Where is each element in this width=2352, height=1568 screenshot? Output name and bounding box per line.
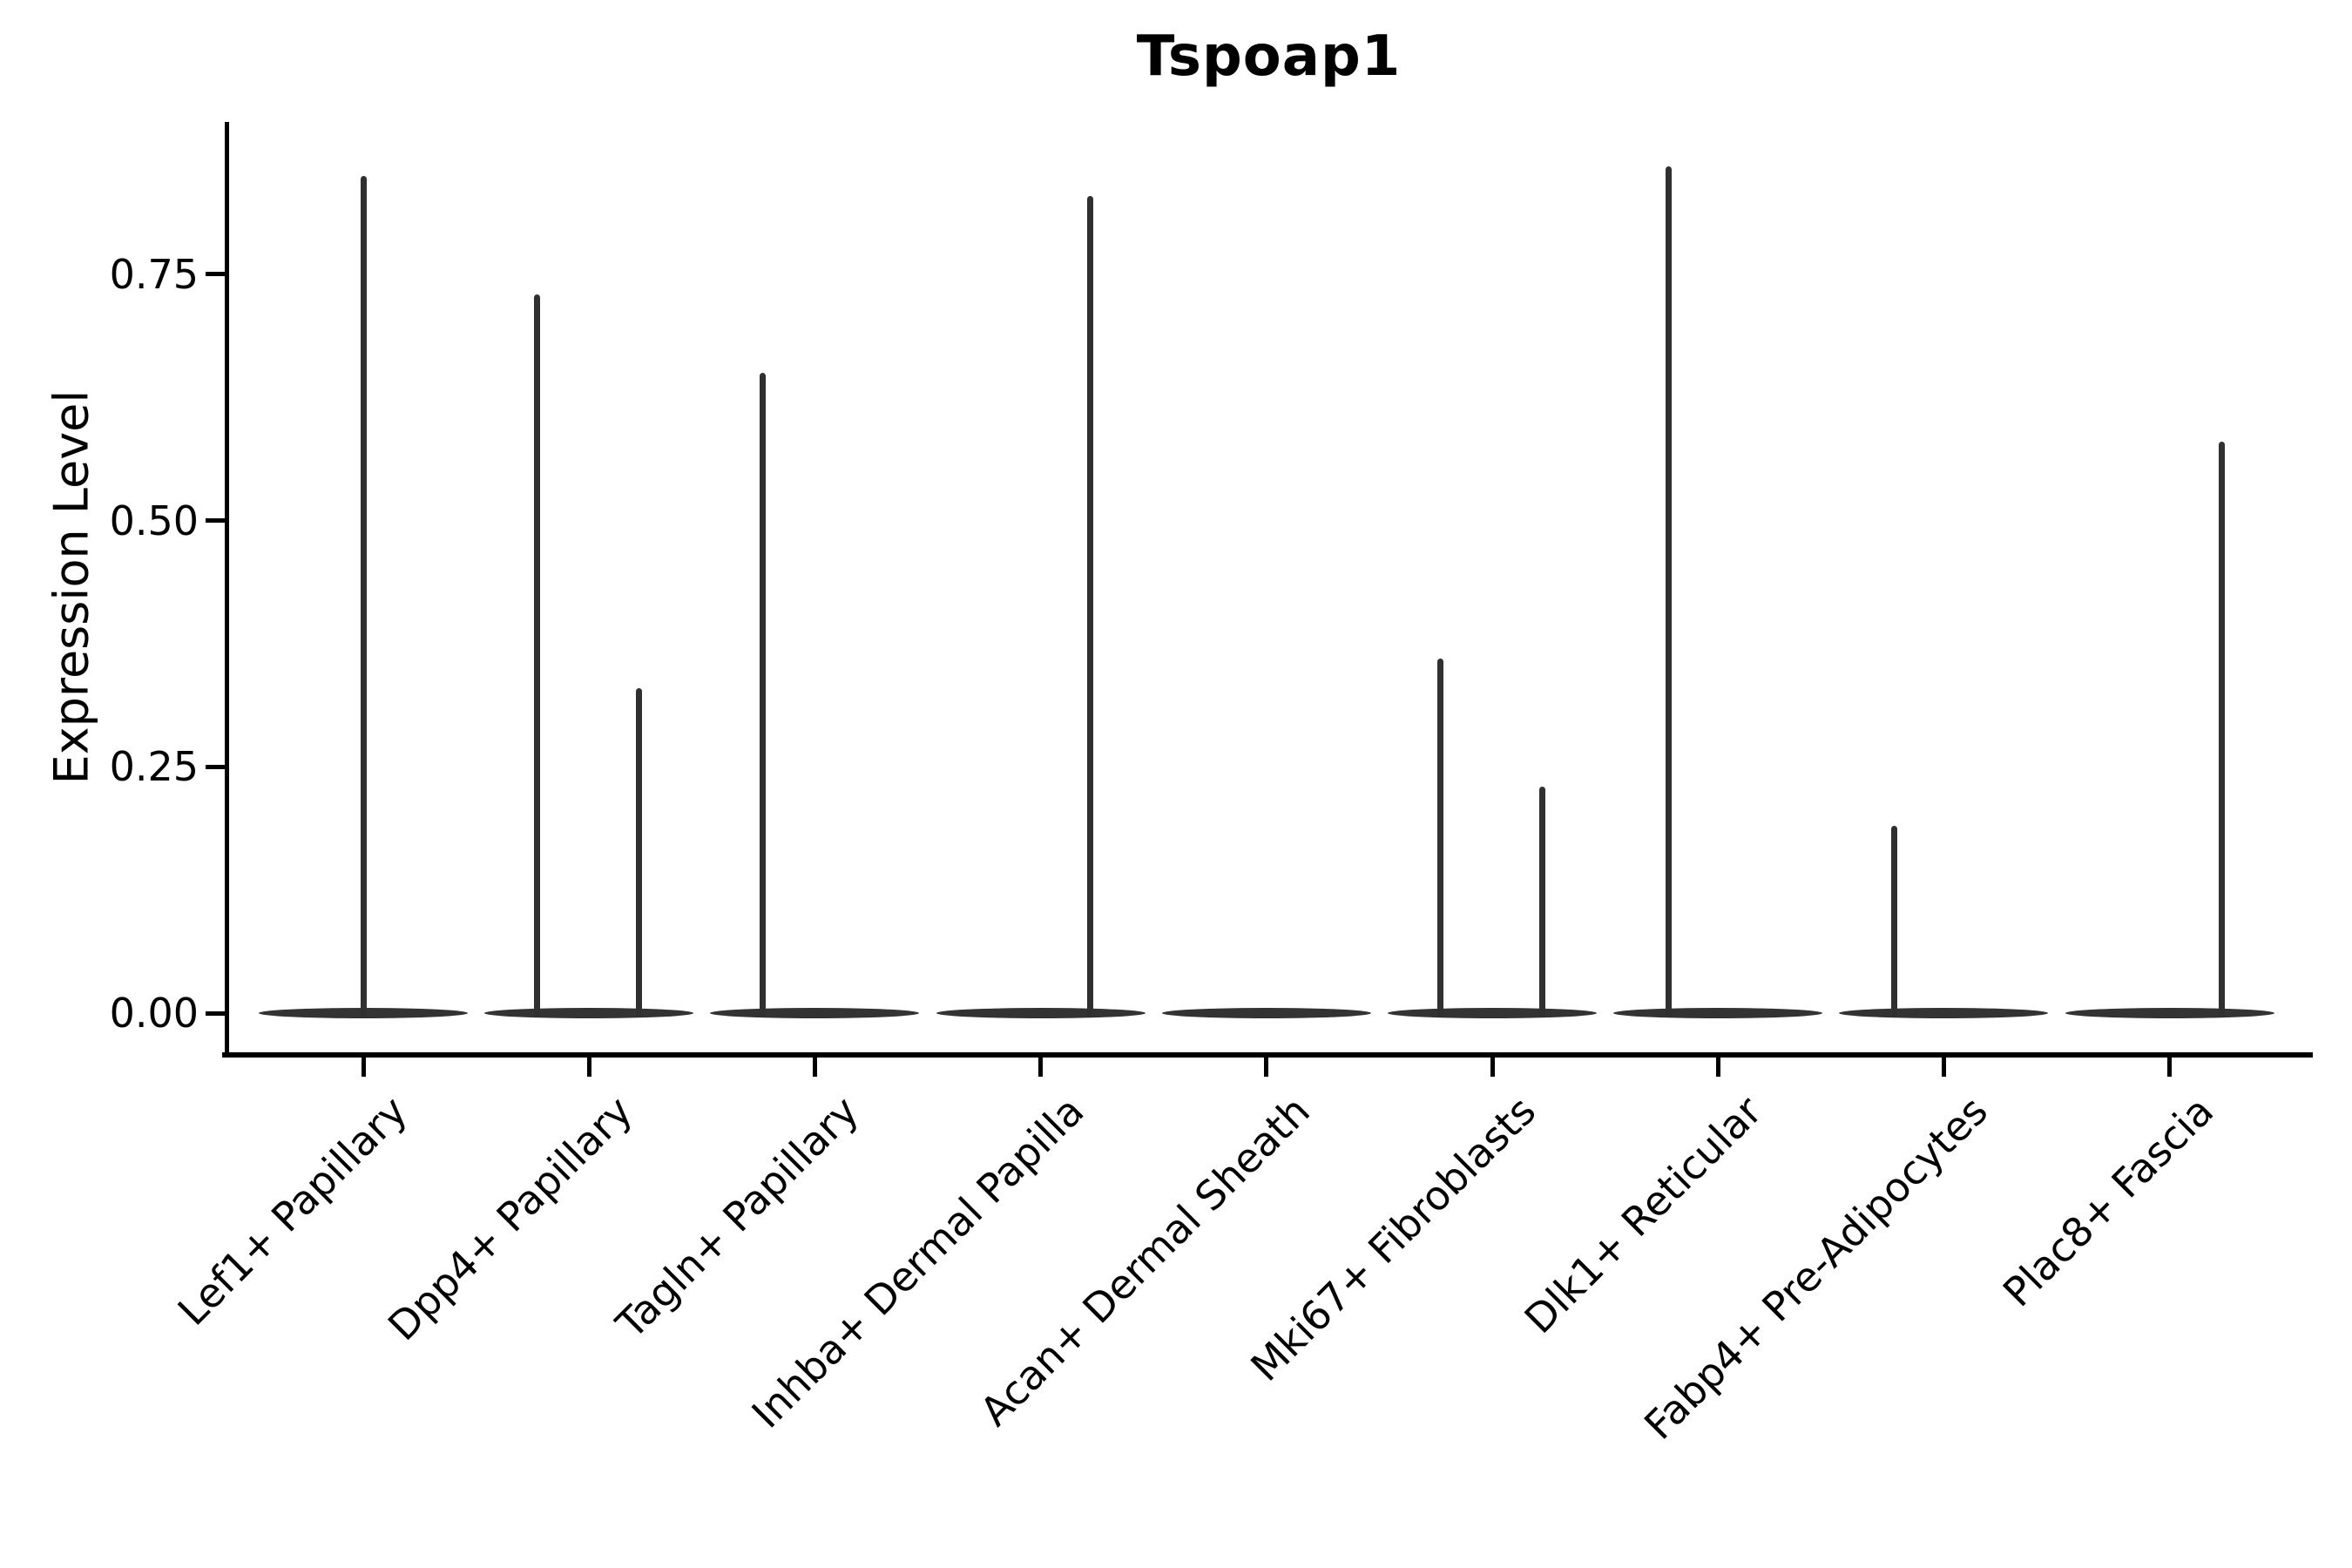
violin-spike [534, 294, 541, 1017]
y-tick [206, 764, 225, 769]
violin-body [936, 1008, 1146, 1018]
y-tick-label: 0.50 [109, 497, 199, 544]
chart-title: Tspoap1 [1136, 24, 1402, 89]
x-tick [812, 1058, 817, 1077]
violin-spike [760, 373, 767, 1017]
y-axis-line [225, 122, 229, 1058]
y-tick [206, 272, 225, 277]
violin-spike [360, 175, 367, 1017]
y-tick-label: 0.25 [109, 743, 199, 791]
violin-spike [1890, 826, 1897, 1017]
violin-body [1388, 1008, 1597, 1018]
violin-body [1839, 1008, 2049, 1018]
x-tick [2167, 1058, 2173, 1077]
violin-spike [1538, 786, 1545, 1017]
x-tick-label: Dlk1+ Reticular [1515, 1087, 1771, 1343]
y-tick [206, 1010, 225, 1016]
violin-spike [1436, 658, 1443, 1017]
x-tick [1490, 1058, 1495, 1077]
y-axis-label: Expression Level [44, 389, 99, 785]
violin-body [2065, 1008, 2274, 1018]
x-tick [1941, 1058, 1946, 1077]
violin-spike [635, 687, 642, 1017]
x-tick [361, 1058, 366, 1077]
x-tick-label: Plac8+ Fascia [1993, 1087, 2222, 1316]
x-tick-label: Lef1+ Papillary [168, 1087, 416, 1335]
violin-body [710, 1008, 920, 1018]
x-tick-label: Tagln+ Papillary [606, 1087, 868, 1348]
violin-spike [1087, 195, 1094, 1017]
y-tick-label: 0.75 [109, 250, 199, 298]
x-tick [1038, 1058, 1044, 1077]
violin-spike [1665, 166, 1672, 1017]
violin-body [1613, 1008, 1823, 1018]
violin-body [1161, 1008, 1371, 1018]
y-tick-label: 0.00 [109, 990, 199, 1037]
violin-body [484, 1008, 694, 1018]
x-axis-line [222, 1052, 2313, 1058]
x-tick [1715, 1058, 1720, 1077]
violin-spike [2218, 442, 2225, 1017]
y-tick [206, 518, 225, 524]
x-tick-label: Dpp4+ Papillary [379, 1087, 642, 1350]
x-tick [586, 1058, 591, 1077]
x-tick [1264, 1058, 1269, 1077]
